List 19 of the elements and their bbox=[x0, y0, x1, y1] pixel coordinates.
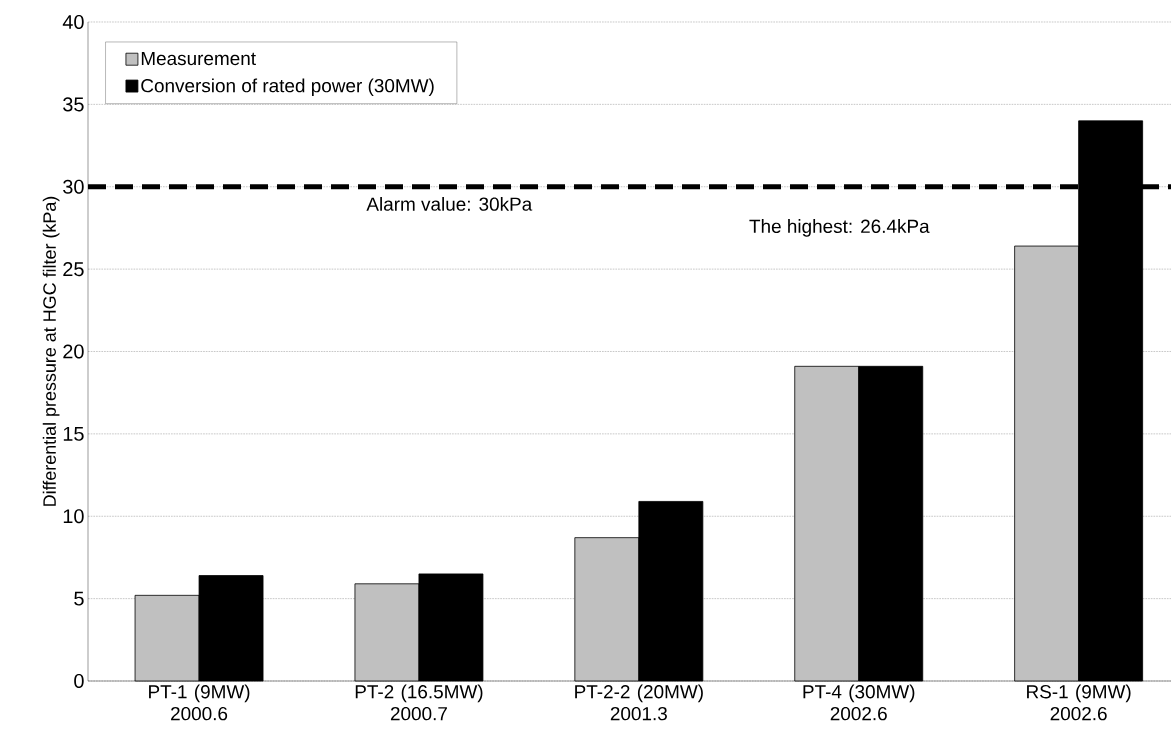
ref-line-label: Alarm value: 30kPa bbox=[366, 196, 533, 211]
y-tick-label: 30 bbox=[63, 179, 84, 194]
annotation: The highest: 26.4kPa bbox=[749, 219, 930, 237]
x-tick-label: PT-1 (9MW) 2000.6 bbox=[149, 684, 250, 721]
legend-label: Conversion of rated power (30MW) bbox=[141, 78, 434, 97]
y-tick-label: 20 bbox=[63, 344, 84, 359]
y-tick-label: 35 bbox=[63, 97, 84, 112]
y-axis-title: Differential pressure at HGC filter (kPa) bbox=[42, 196, 60, 506]
y-tick-label: 5 bbox=[74, 591, 84, 606]
y-tick-label: 40 bbox=[62, 14, 84, 30]
y-tick-label: 10 bbox=[63, 509, 84, 524]
x-tick-label: PT-2 (16.5MW) 2000.7 bbox=[355, 684, 483, 721]
y-tick-label: 0 bbox=[74, 673, 84, 689]
x-tick-label: PT-4 (30MW) 2002.6 bbox=[803, 684, 915, 721]
x-tick-label: PT-2-2 (20MW) 2001.3 bbox=[575, 684, 703, 721]
x-tick-label: RS-1 (9MW) 2002.6 bbox=[1027, 684, 1131, 721]
legend-label: Measurement bbox=[141, 51, 256, 66]
y-tick-label: 25 bbox=[63, 262, 84, 277]
y-tick-label: 15 bbox=[63, 426, 84, 441]
